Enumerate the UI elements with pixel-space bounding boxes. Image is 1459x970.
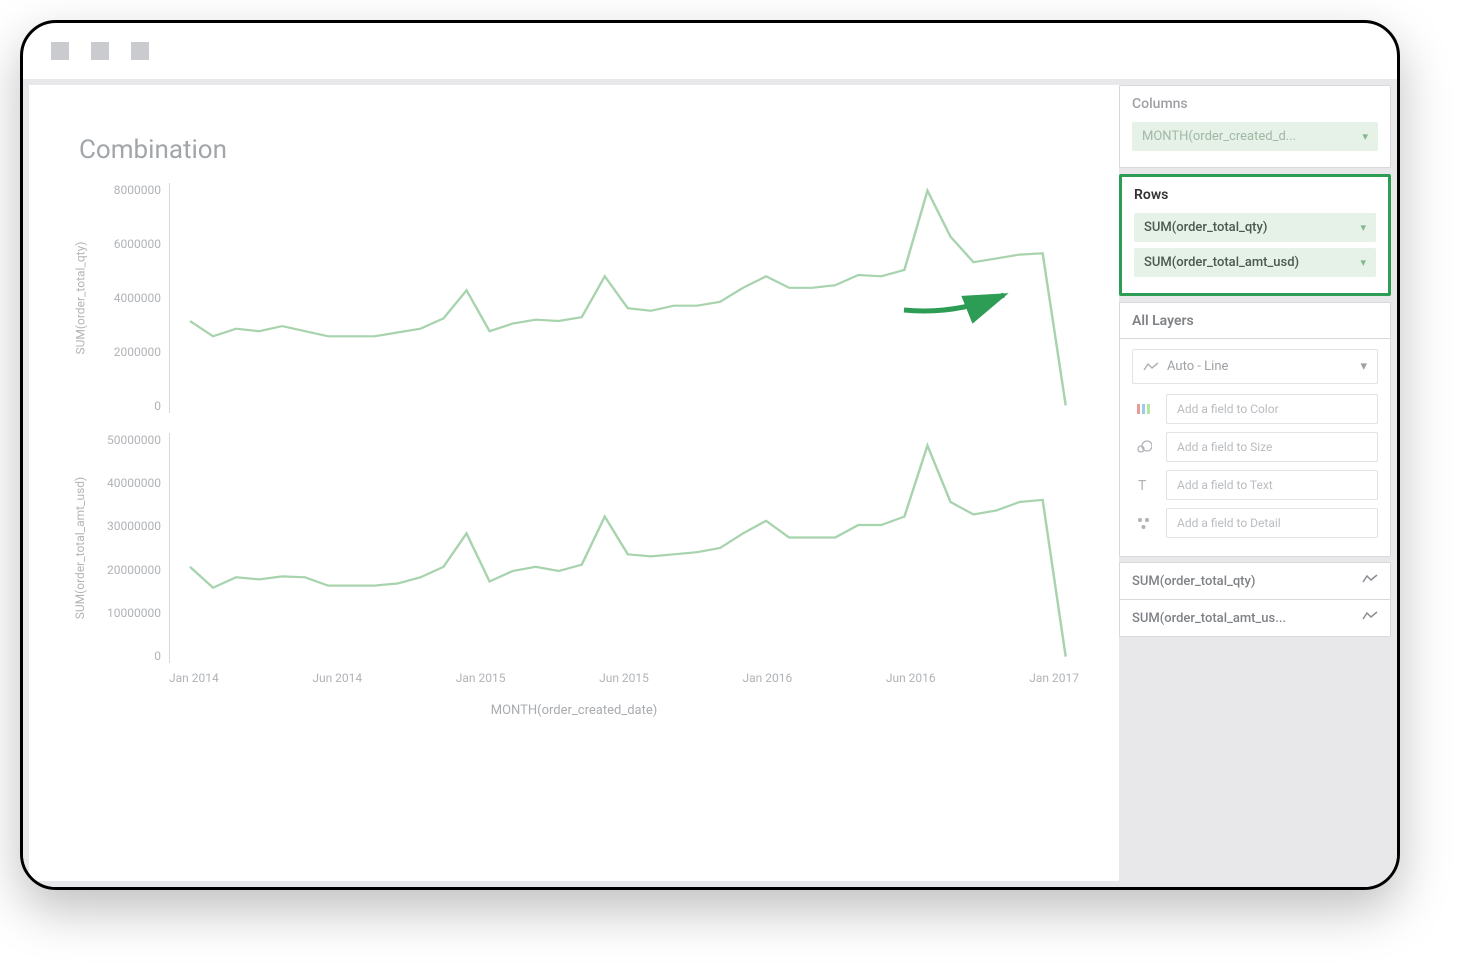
rows-panel: Rows SUM(order_total_qty)▾SUM(order_tota… — [1119, 174, 1391, 296]
titlebar — [23, 23, 1397, 79]
encoding-field-row: Add a field to Detail — [1132, 508, 1378, 538]
size-icon — [1132, 435, 1156, 459]
x-axis-ticks: Jan 2014Jun 2014Jan 2015Jun 2015Jan 2016… — [169, 663, 1079, 685]
encoding-field-input[interactable]: Add a field to Detail — [1166, 508, 1378, 538]
encoding-field-input[interactable]: Add a field to Text — [1166, 470, 1378, 500]
app-window: Combination SUM(order_total_qty)80000006… — [20, 20, 1400, 890]
field-pill[interactable]: MONTH(order_created_d... ▾ — [1132, 122, 1378, 151]
window-control-icon[interactable] — [131, 42, 149, 60]
layer-item-label: SUM(order_total_qty) — [1132, 574, 1255, 589]
columns-title: Columns — [1132, 96, 1378, 112]
layer-item[interactable]: SUM(order_total_qty) — [1119, 562, 1391, 600]
encoding-field-row: Add a field to Size — [1132, 432, 1378, 462]
all-layers-title: All Layers — [1119, 302, 1391, 339]
chart-row: SUM(order_total_qty)80000006000000400000… — [69, 183, 1079, 413]
plot-area — [169, 433, 1079, 663]
y-axis-label: SUM(order_total_qty) — [69, 183, 91, 413]
svg-text:T: T — [1138, 478, 1147, 493]
y-axis-label: SUM(order_total_amt_usd) — [69, 433, 91, 663]
chevron-down-icon: ▾ — [1360, 359, 1367, 374]
field-pill[interactable]: SUM(order_total_qty) ▾ — [1134, 213, 1376, 242]
pill-label: MONTH(order_created_d... — [1142, 129, 1296, 144]
text-icon: T — [1132, 473, 1156, 497]
encoding-field-row: Add a field to Color — [1132, 394, 1378, 424]
chart-canvas: Combination SUM(order_total_qty)80000006… — [29, 85, 1119, 881]
y-axis-ticks: 5000000040000000300000002000000010000000… — [91, 433, 169, 663]
x-axis-label: MONTH(order_created_date) — [69, 703, 1079, 718]
plot-area — [169, 183, 1079, 413]
chevron-down-icon: ▾ — [1360, 256, 1366, 269]
columns-panel: Columns MONTH(order_created_d... ▾ — [1119, 85, 1391, 168]
layers-panel: Auto - Line ▾ Add a field to Color Add a … — [1119, 338, 1391, 557]
layer-item[interactable]: SUM(order_total_amt_us... — [1119, 599, 1391, 637]
chevron-down-icon: ▾ — [1362, 130, 1368, 143]
encoding-field-input[interactable]: Add a field to Color — [1166, 394, 1378, 424]
encoding-field-row: T Add a field to Text — [1132, 470, 1378, 500]
y-axis-ticks: 80000006000000400000020000000 — [91, 183, 169, 413]
chart-type-label: Auto - Line — [1167, 359, 1228, 374]
app-body: Combination SUM(order_total_qty)80000006… — [23, 79, 1397, 887]
layer-item-label: SUM(order_total_amt_us... — [1132, 611, 1286, 626]
chart-row: SUM(order_total_amt_usd)5000000040000000… — [69, 433, 1079, 663]
line-chart-icon — [1143, 361, 1159, 373]
color-icon — [1132, 397, 1156, 421]
rows-title: Rows — [1134, 187, 1376, 203]
chart-type-select[interactable]: Auto - Line ▾ — [1132, 349, 1378, 384]
pill-label: SUM(order_total_amt_usd) — [1144, 255, 1299, 270]
window-control-icon[interactable] — [51, 42, 69, 60]
window-control-icon[interactable] — [91, 42, 109, 60]
detail-icon — [1132, 511, 1156, 535]
chart-title: Combination — [79, 135, 1079, 165]
field-pill[interactable]: SUM(order_total_amt_usd) ▾ — [1134, 248, 1376, 277]
encoding-field-input[interactable]: Add a field to Size — [1166, 432, 1378, 462]
chevron-down-icon: ▾ — [1360, 221, 1366, 234]
line-chart-icon — [1362, 573, 1378, 589]
pill-label: SUM(order_total_qty) — [1144, 220, 1267, 235]
line-chart-icon — [1362, 610, 1378, 626]
config-sidebar: Columns MONTH(order_created_d... ▾ Rows S… — [1119, 79, 1397, 887]
